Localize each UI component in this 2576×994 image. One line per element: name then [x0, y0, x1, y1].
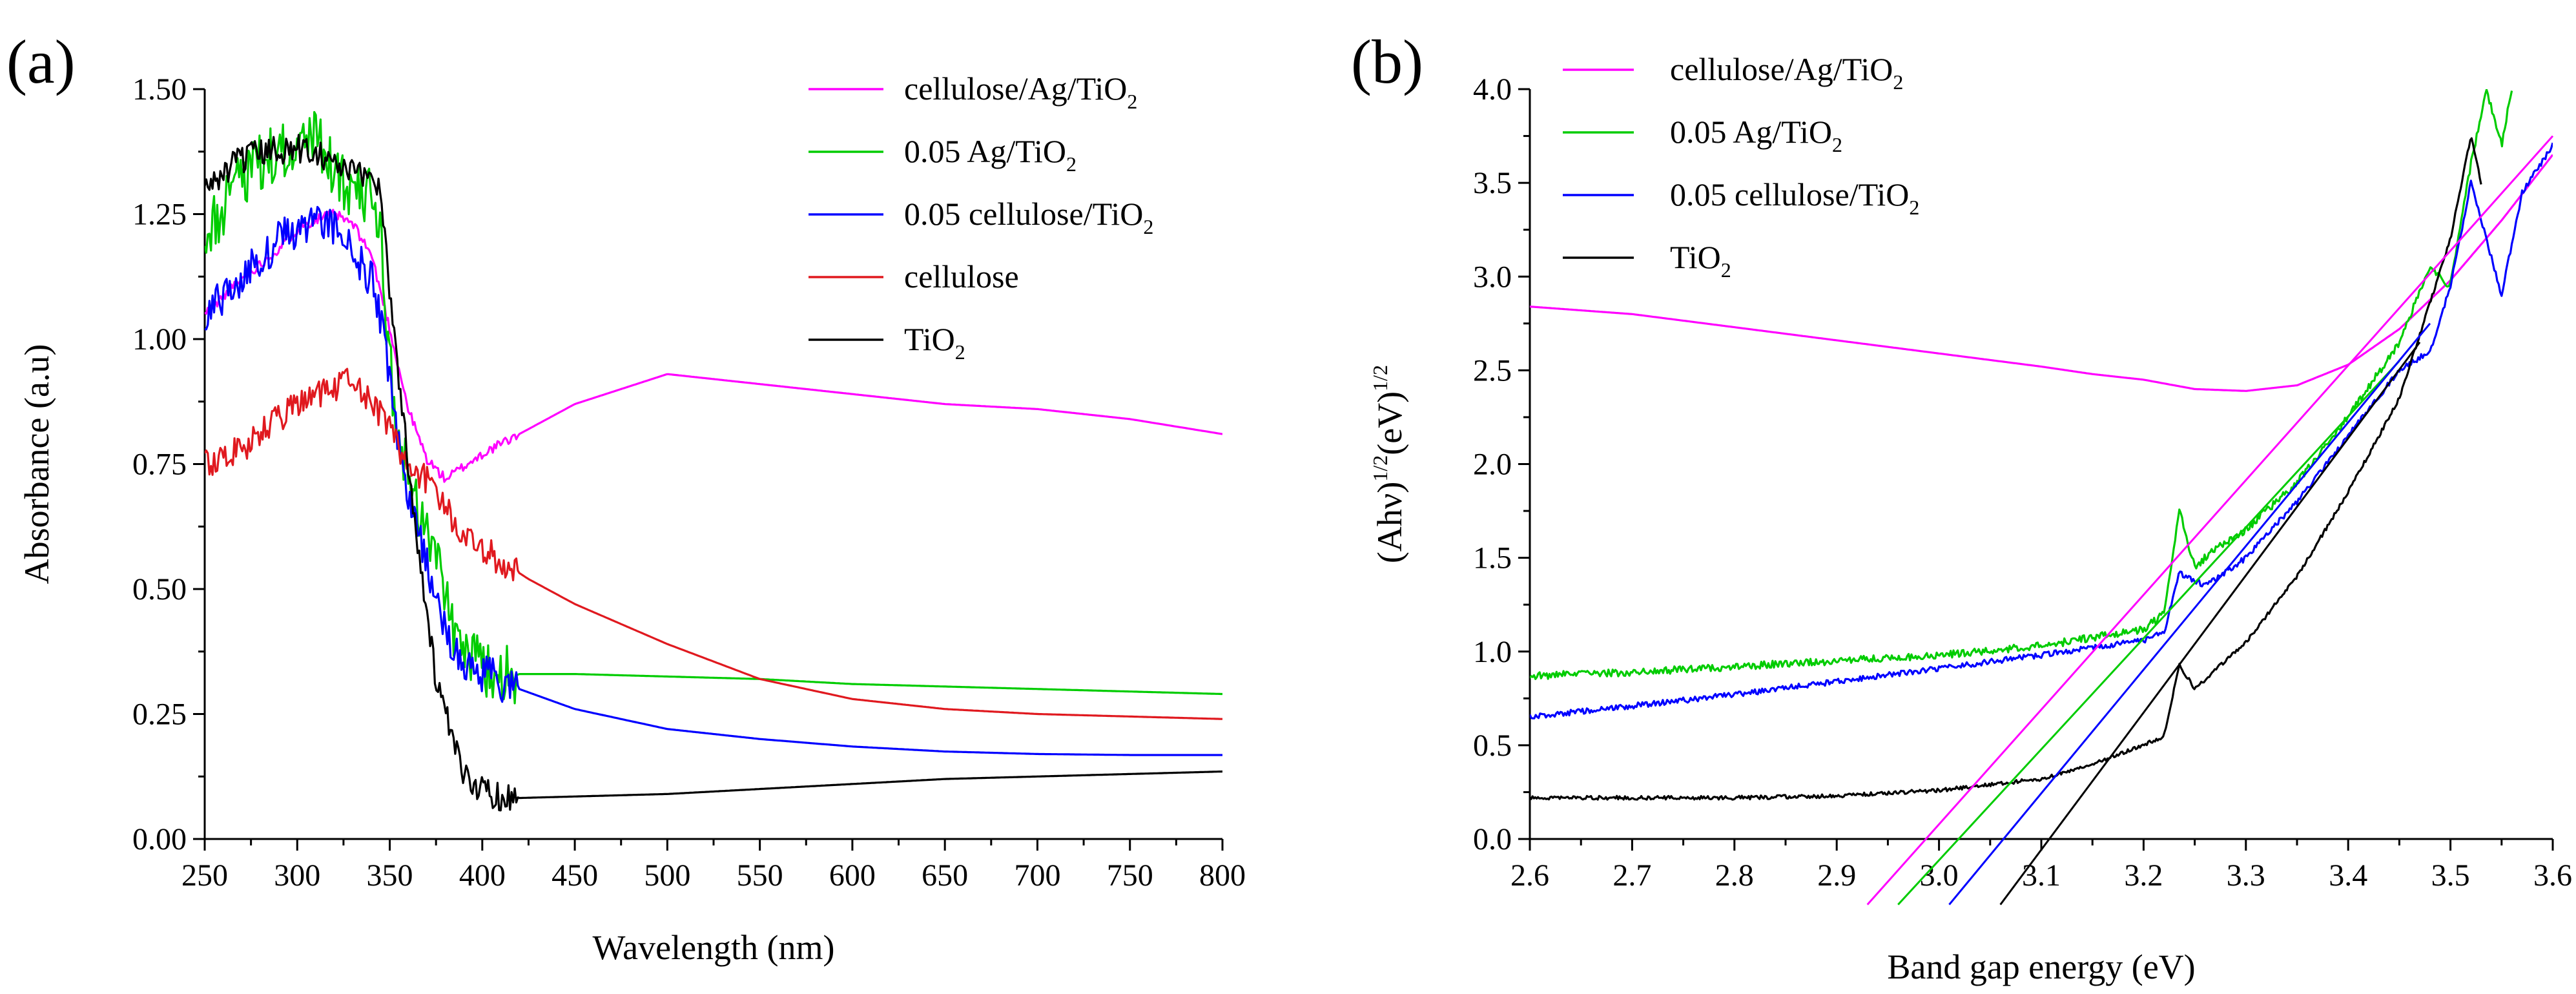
y-axis-title-superscript: 1/2: [1368, 365, 1392, 391]
y-tick-label: 4.0: [1473, 72, 1512, 107]
x-tick-label: 3.6: [2533, 858, 2572, 893]
x-tick-label: 500: [644, 858, 690, 893]
fit-line: [1866, 135, 2554, 906]
y-tick-label: 1.25: [132, 198, 187, 232]
x-tick-label: 3.2: [2124, 858, 2163, 893]
series-line: [205, 209, 1222, 483]
y-tick-label: 1.5: [1473, 541, 1512, 575]
y-tick-label: 2.5: [1473, 353, 1512, 388]
series-line: [1530, 142, 2553, 720]
x-axis-title: Band gap energy (eV): [1887, 947, 2195, 986]
legend-label-text: TiO: [904, 321, 955, 357]
legend-label-text: TiO: [1670, 239, 1721, 275]
x-tick-label: 300: [274, 858, 320, 893]
x-tick-label: 3.3: [2227, 858, 2265, 893]
legend-label-text: cellulose/Ag/TiO: [1670, 51, 1893, 87]
legend-label: 0.05 cellulose/TiO2: [904, 196, 1153, 238]
legend-label: cellulose/Ag/TiO2: [904, 70, 1137, 113]
legend-label-text: 0.05 cellulose/TiO: [904, 196, 1143, 232]
legend-label-text: 0.05 Ag/TiO: [904, 133, 1066, 169]
y-axis-title: Absorbance (a.u): [17, 344, 56, 585]
y-tick-label: 0.5: [1473, 729, 1512, 763]
y-tick-label: 0.00: [132, 822, 187, 856]
x-tick-label: 800: [1199, 858, 1246, 893]
chart-panel-a: (a) 250 300 350 400 450 500 550 600 650 700 750 800 0…: [6, 27, 1246, 967]
x-tick-label: 700: [1014, 858, 1060, 893]
series-line: [1530, 137, 2482, 801]
series-line: [1530, 154, 2553, 392]
x-tick-label: 2.9: [1817, 858, 1856, 893]
x-tick-label: 450: [551, 858, 598, 893]
legend-label-subscript: 2: [1909, 196, 1919, 219]
legend-label: 0.05 cellulose/TiO2: [1670, 176, 1919, 219]
legend-label-subscript: 2: [1066, 152, 1077, 176]
y-axis-title-part: (eV): [1370, 391, 1409, 455]
fit-line: [1999, 341, 2421, 906]
legend-label-text: cellulose/Ag/TiO: [904, 70, 1127, 107]
legend-label-text: 0.05 Ag/TiO: [1670, 114, 1832, 150]
y-tick-label: 2.0: [1473, 448, 1512, 482]
y-tick-label: 1.0: [1473, 635, 1512, 669]
y-tick-label: 3.0: [1473, 260, 1512, 294]
legend-label-subscript: 2: [1127, 90, 1137, 113]
legend-label-subscript: 2: [1143, 215, 1153, 238]
y-tick-label: 1.00: [132, 322, 187, 357]
series-line: [205, 205, 1222, 756]
x-tick-label: 350: [367, 858, 413, 893]
x-tick-label: 550: [737, 858, 783, 893]
y-axis-title-superscript: 1/2: [1368, 455, 1392, 482]
panel-label: (b): [1351, 27, 1423, 96]
series-line: [205, 110, 1222, 705]
x-tick-label: 2.8: [1715, 858, 1754, 893]
series-line: [205, 134, 1222, 812]
x-tick-label: 2.7: [1613, 858, 1651, 893]
legend-label: TiO2: [1670, 239, 1731, 282]
y-tick-label: 1.50: [132, 72, 187, 107]
y-tick-label: 0.75: [132, 448, 187, 482]
legend-label-subscript: 2: [1721, 258, 1731, 282]
x-tick-label: 3.4: [2329, 858, 2367, 893]
legend-label-text: cellulose: [904, 258, 1019, 295]
plot-area: [205, 110, 1222, 812]
x-tick-label: 750: [1107, 858, 1153, 893]
legend-label: TiO2: [904, 321, 965, 364]
legend-label-subscript: 2: [1893, 70, 1903, 94]
legend-label: cellulose/Ag/TiO2: [1670, 51, 1903, 94]
fit-line: [1897, 360, 2400, 906]
y-tick-label: 0.50: [132, 572, 187, 606]
legend-label: cellulose: [904, 258, 1019, 295]
y-tick-label: 3.5: [1473, 166, 1512, 200]
series-line: [205, 368, 1222, 720]
x-tick-label: 600: [829, 858, 876, 893]
legend-label: 0.05 Ag/TiO2: [1670, 114, 1842, 156]
legend-label: 0.05 Ag/TiO2: [904, 133, 1077, 176]
y-tick-label: 0.25: [132, 698, 187, 732]
fit-line: [1948, 322, 2431, 906]
x-tick-label: 400: [459, 858, 506, 893]
y-axis-title-part: (Ahν): [1370, 482, 1409, 563]
x-tick-label: 250: [181, 858, 228, 893]
x-tick-label: 3.5: [2431, 858, 2470, 893]
x-tick-label: 650: [922, 858, 968, 893]
chart-panel-b: (b) 2.6 2.7 2.8 2.9 3.0 3.1 3.2 3.3 3.4 3.5 3.6 0.0 0…: [1351, 27, 2572, 986]
x-axis-title: Wavelength (nm): [592, 928, 834, 967]
legend-label-subscript: 2: [955, 340, 965, 364]
panel-label: (a): [6, 27, 76, 96]
x-tick-label: 3.1: [2022, 858, 2061, 893]
y-tick-label: 0.0: [1473, 822, 1512, 856]
x-tick-label: 2.6: [1510, 858, 1549, 893]
legend-label-subscript: 2: [1832, 133, 1842, 156]
y-axis-title: (Ahν)1/2(eV)1/2: [1368, 365, 1409, 563]
legend-label-text: 0.05 cellulose/TiO: [1670, 176, 1909, 212]
